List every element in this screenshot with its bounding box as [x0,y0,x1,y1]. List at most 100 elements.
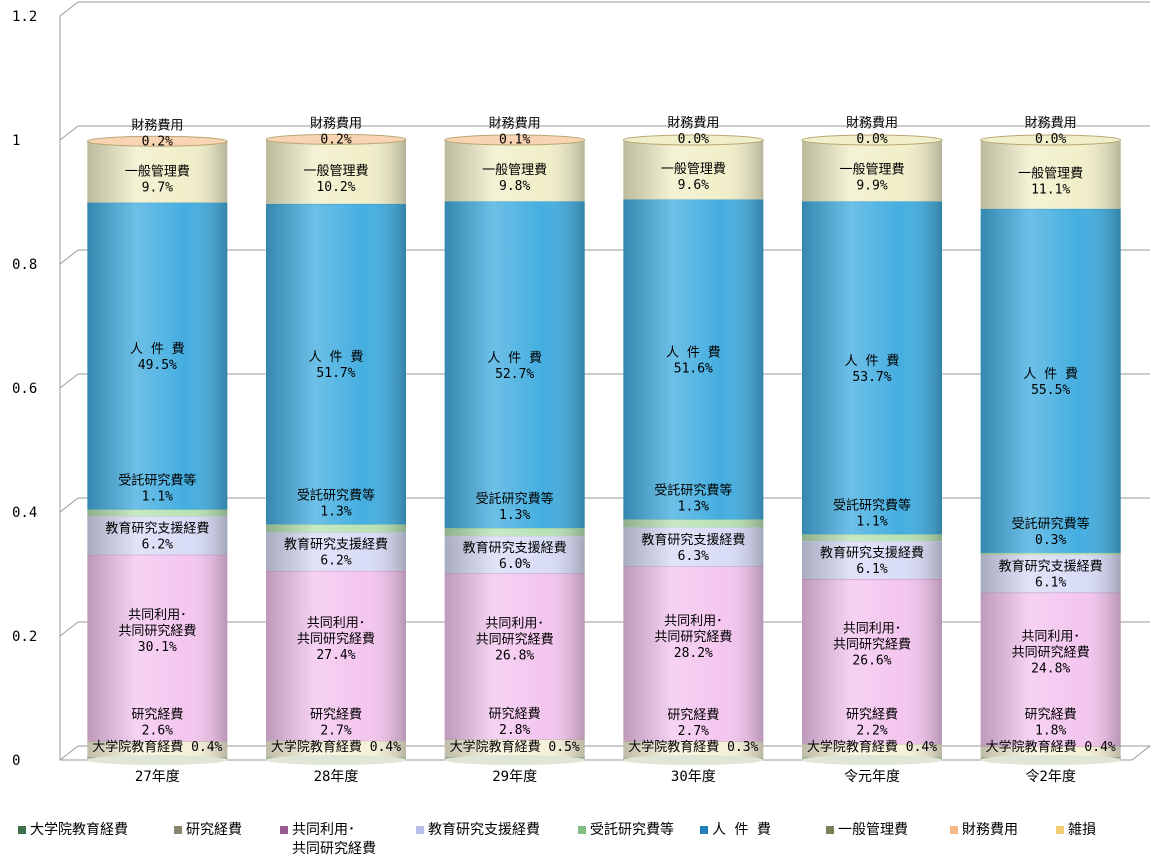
data-label: 財務費用 [131,118,183,133]
data-label: 0.0% [1035,132,1066,147]
bar-segment-shade [980,592,1121,747]
data-label: 教育研究支援経費 [641,532,745,548]
gridline-depth [59,1,79,17]
data-label: 9.9% [856,179,887,194]
data-label: 9.8% [499,179,530,194]
data-label: 6.0% [499,557,530,572]
data-label: 受託研究費等 [654,482,732,498]
data-label: 一般管理費 [1018,165,1083,181]
data-label: 研究経費 [131,708,183,723]
data-label: 教育研究支援経費 [463,540,567,556]
data-label: 27.4% [316,648,355,663]
bar-segment-shade [444,536,585,574]
bar-stack [622,134,764,765]
legend-swatch [280,826,288,834]
data-label: 9.7% [142,181,173,196]
data-label: 2.7% [320,724,351,739]
data-label: 人 件 費 [1023,367,1078,382]
data-label: 30.1% [138,640,177,655]
bar-segment-shade [444,201,585,529]
x-tick-label: 28年度 [314,769,359,785]
data-label: 一般管理費 [482,162,547,178]
floor-edge-right [1131,745,1151,761]
data-label: 受託研究費等 [833,497,911,513]
x-tick-label: 30年度 [671,769,716,785]
data-label: 49.5% [138,358,177,373]
bar-segment-shade [266,740,406,758]
legend-label: 人 件 費 [712,822,771,838]
data-label: 6.1% [1035,576,1066,591]
bar-segment-shade [623,199,764,520]
data-label: 1.3% [678,499,709,514]
bar-segment-shade [802,534,942,542]
data-label: 人 件 費 [845,354,900,369]
legend-label: 一般管理費 [838,822,908,838]
data-label: 一般管理費 [303,163,368,179]
bar-segment-shade [87,554,228,742]
bar-segment-shade [980,746,1121,758]
data-label: 人 件 費 [309,350,364,365]
legend-swatch [174,826,182,834]
legend-label: 研究経費 [186,822,242,838]
legend-label: 大学院教育経費 [30,822,128,838]
bar-segment-shade [266,140,406,204]
data-label: 1.3% [499,508,530,523]
data-label: 大学院教育経費 0.4% [807,739,937,755]
data-label: 研究経費 [489,707,541,722]
data-label: 受託研究費等 [118,473,196,489]
legend-label: 教育研究支援経費 [428,822,540,838]
data-label: 28.2% [674,646,713,661]
data-label: 2.2% [856,724,887,739]
x-tick-label: 令2年度 [1025,769,1075,785]
data-label: 共同利用･ [128,608,187,623]
bar-segment-shade [87,142,228,203]
legend-swatch [1056,826,1064,834]
data-label: 財務費用 [846,116,898,131]
data-label: 6.2% [320,554,351,569]
data-label: 52.7% [495,367,534,382]
y-tick-label: 0.2 [12,629,37,645]
data-label: 人 件 費 [130,342,185,357]
x-tick-label: 令元年度 [844,769,900,785]
bar-bottom-cap [623,755,764,765]
data-label: 財務費用 [667,116,719,131]
legend-swatch [826,826,834,834]
data-label: 研究経費 [310,708,362,723]
bar-segment-shade [802,541,942,579]
bar-stack [86,135,228,765]
bar-segment-shade [266,524,406,533]
legend-label: 共同研究経費 [292,841,376,857]
data-label: 6.3% [678,549,709,564]
data-label: 26.6% [852,653,891,668]
gridline-depth [59,249,79,265]
data-label: 研究経費 [846,708,898,723]
legend-label: 雑損 [1068,822,1096,838]
bar-segment-shade [444,528,585,537]
y-tick-label: 0.8 [12,257,37,273]
legend-label: 受託研究費等 [590,821,674,838]
data-label: 共同利用･ [664,614,723,629]
legend-swatch [578,826,586,834]
data-label: 受託研究費等 [297,487,375,503]
data-label: 2.6% [142,724,173,739]
bar-bottom-cap [980,755,1121,765]
data-labels: 大学院教育経費 0.4%研究経費2.6%共同利用･共同研究経費30.1%教育研究… [92,116,1116,755]
bar-segment-shade [87,202,228,510]
gridline-depth [59,373,79,389]
bar-segment-shade [623,566,764,742]
bar-segment-shade [266,203,406,525]
bar-bottom-cap [266,755,406,765]
data-label: 共同研究経費 [1012,645,1090,660]
bar-top-cap [622,134,764,146]
y-axis: 0 0.2 0.4 0.6 0.8 1 1.2 [12,9,1151,769]
data-label: 共同利用･ [485,616,544,631]
data-label: 研究経費 [667,708,719,723]
gridlines [59,1,1150,637]
bar-top-cap [86,135,228,147]
data-label: 財務費用 [310,117,362,132]
data-label: 共同利用･ [1021,629,1080,644]
legend: 大学院教育経費 研究経費 共同利用･ 共同研究経費 教育研究支援経費 受託研究費等 人 件 … [18,821,1096,857]
legend-label: 財務費用 [962,822,1018,838]
gridline-depth [59,621,79,637]
